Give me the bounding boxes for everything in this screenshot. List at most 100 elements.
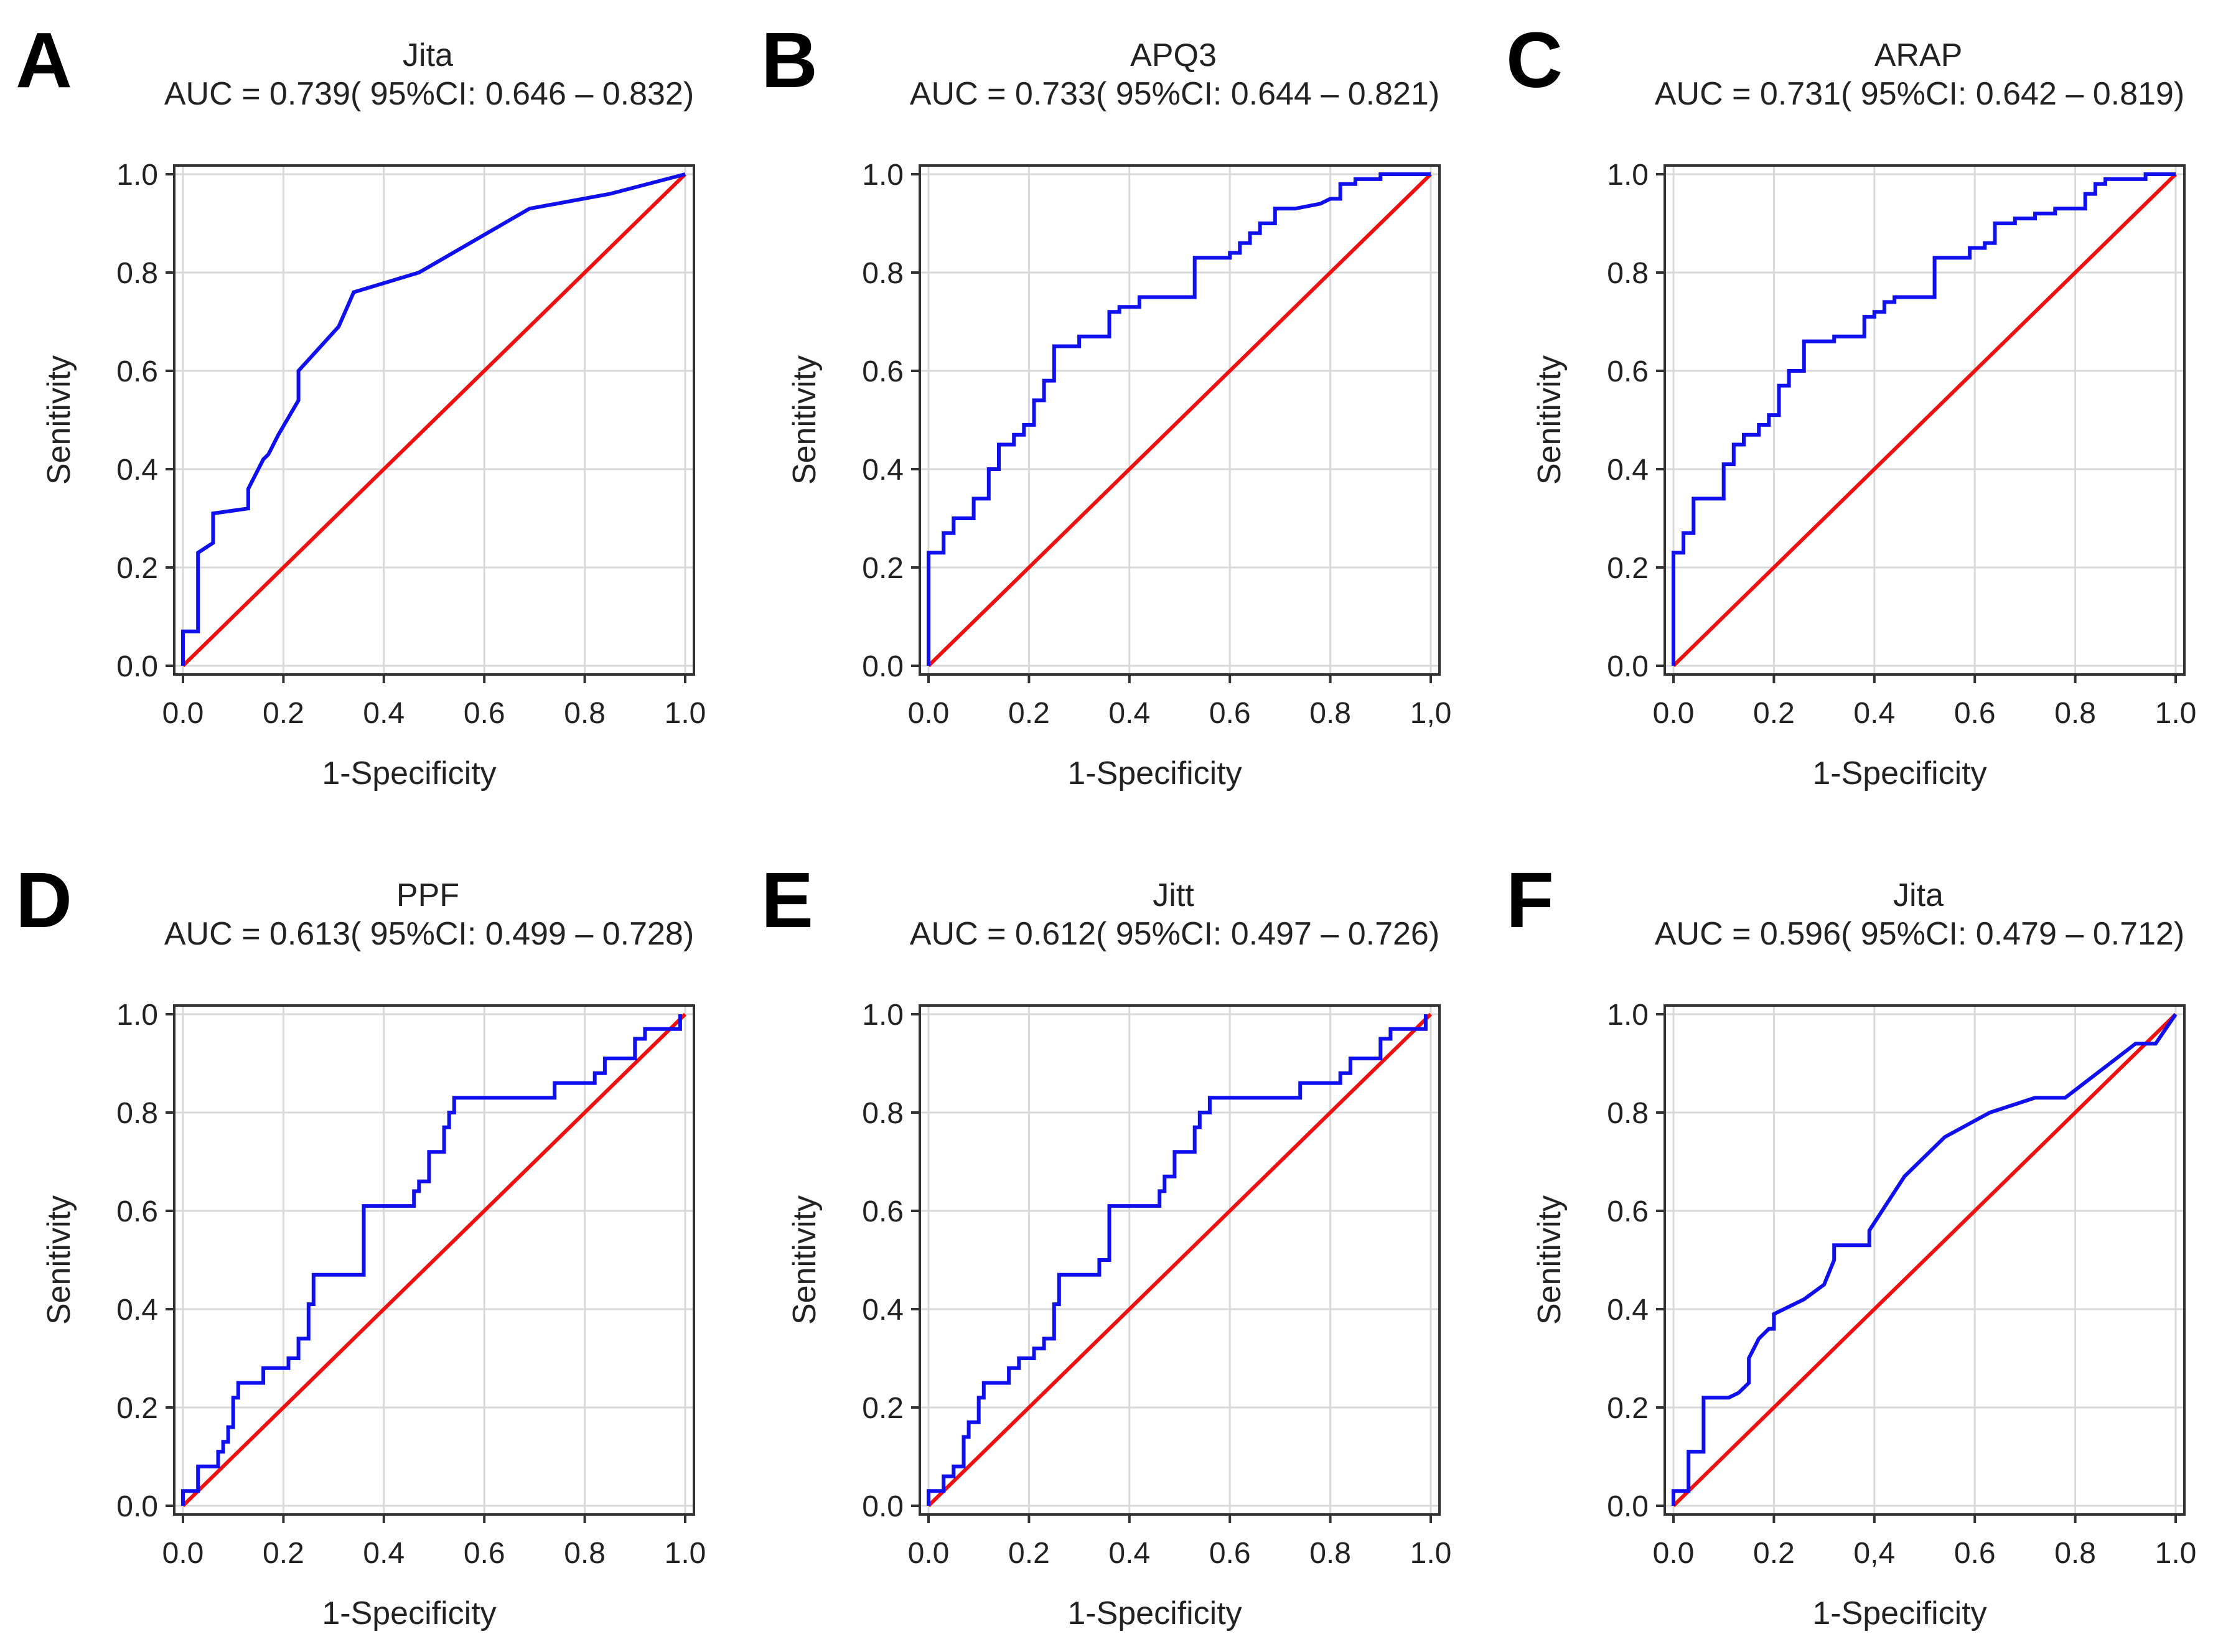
y-tick-label: 0.6	[1607, 1195, 1649, 1228]
reference-diagonal-line	[1672, 1012, 2178, 1508]
x-tick-label: 0.0	[162, 697, 204, 730]
panel-letter: D	[16, 856, 72, 944]
x-tick-label: 0.8	[564, 1537, 606, 1570]
auc-subtitle: AUC = 0.613( 95%CI: 0.499 – 0.728)	[164, 916, 694, 952]
x-tick-label: 1,0	[1410, 697, 1452, 730]
x-tick-label: 0.2	[1008, 1537, 1050, 1570]
x-axis-title: 1-Specificity	[1067, 1595, 1242, 1631]
plot-frame	[919, 1004, 1441, 1516]
plot-frame	[1664, 164, 2186, 676]
y-tick-label: 0.6	[862, 1195, 904, 1228]
x-tick-label: 0.8	[2054, 697, 2096, 730]
y-axis-title: Senitivity	[41, 355, 77, 485]
auc-subtitle: AUC = 0.596( 95%CI: 0.479 – 0.712)	[1655, 916, 2184, 952]
x-tick-label: 0.6	[1209, 697, 1251, 730]
x-tick-label: 1.0	[2155, 1537, 2197, 1570]
y-tick-label: 0.8	[1607, 257, 1649, 290]
y-tick-label: 1.0	[862, 159, 904, 192]
x-tick-label: 0.4	[1108, 697, 1150, 730]
x-tick-label: 1.0	[1410, 1537, 1452, 1570]
x-axis-title: 1-Specificity	[1812, 1595, 1986, 1631]
x-tick-label: 1.0	[2155, 697, 2197, 730]
x-tick-label: 0.0	[162, 1537, 204, 1570]
auc-subtitle: AUC = 0.739( 95%CI: 0.646 – 0.832)	[164, 76, 694, 112]
roc-curve-line	[1672, 1013, 2178, 1506]
panel-letter: B	[761, 16, 818, 104]
x-tick-label: 0.2	[263, 1537, 304, 1570]
y-tick-label: 1.0	[116, 999, 158, 1032]
panel-letter: A	[16, 16, 72, 104]
y-axis-title: Senitivity	[1532, 355, 1568, 485]
x-tick-label: 0.4	[363, 1537, 405, 1570]
x-tick-label: 0.8	[1309, 697, 1351, 730]
chart-title: APQ3	[1130, 37, 1217, 73]
y-tick-label: 0.6	[116, 1195, 158, 1228]
y-tick-label: 0.0	[862, 650, 904, 683]
roc-curve-line	[1672, 172, 2176, 666]
x-axis-title: 1-Specificity	[1067, 755, 1242, 791]
y-tick-label: 1.0	[1607, 159, 1649, 192]
x-tick-label: 0.2	[263, 697, 304, 730]
plot-frame	[173, 164, 695, 676]
chart-title: ARAP	[1874, 37, 1963, 73]
y-tick-label: 0.8	[1607, 1097, 1649, 1130]
y-tick-label: 0.8	[862, 257, 904, 290]
auc-subtitle: AUC = 0.612( 95%CI: 0.497 – 0.726)	[910, 916, 1439, 952]
y-axis-title: Senitivity	[41, 1195, 77, 1325]
y-tick-label: 1.0	[862, 999, 904, 1032]
x-tick-label: 0.8	[1309, 1537, 1351, 1570]
x-axis-title: 1-Specificity	[322, 755, 496, 791]
panel-letter: E	[761, 856, 813, 944]
plot-frame	[919, 164, 1441, 676]
y-tick-label: 0.0	[116, 650, 158, 683]
y-tick-label: 0.6	[116, 355, 158, 388]
roc-curve-line	[927, 1014, 1428, 1506]
y-tick-label: 0.8	[862, 1097, 904, 1130]
x-tick-label: 0.6	[464, 1537, 505, 1570]
chart-title: Jitt	[1153, 877, 1194, 913]
auc-subtitle: AUC = 0.733( 95%CI: 0.644 – 0.821)	[910, 76, 1439, 112]
reference-diagonal-line	[927, 1012, 1433, 1508]
x-tick-label: 0.6	[1954, 1537, 1996, 1570]
x-tick-label: 0.4	[363, 697, 405, 730]
chart-title: Jita	[403, 37, 453, 73]
x-tick-label: 0.2	[1753, 697, 1795, 730]
y-tick-label: 0.4	[862, 1294, 904, 1327]
panel-letter: F	[1506, 856, 1554, 944]
y-tick-label: 0.2	[1607, 1392, 1649, 1425]
x-axis-title: 1-Specificity	[322, 1595, 496, 1631]
x-tick-label: 0.8	[2054, 1537, 2096, 1570]
x-tick-label: 0.0	[908, 1537, 950, 1570]
y-tick-label: 0.2	[1607, 552, 1649, 585]
x-tick-label: 1.0	[665, 1537, 706, 1570]
x-tick-label: 0.6	[1954, 697, 1996, 730]
panel-letter: C	[1506, 16, 1563, 104]
chart-title: Jita	[1893, 877, 1944, 913]
y-tick-label: 0.0	[116, 1490, 158, 1523]
reference-diagonal-line	[181, 172, 687, 668]
y-tick-label: 0.6	[862, 355, 904, 388]
roc-curve-line	[181, 1014, 682, 1506]
roc-curve-line	[181, 172, 686, 666]
chart-title: PPF	[396, 877, 459, 913]
y-tick-label: 1.0	[116, 159, 158, 192]
x-tick-label: 1.0	[665, 697, 706, 730]
plot-frame	[1664, 1004, 2186, 1516]
x-axis-title: 1-Specificity	[1812, 755, 1986, 791]
roc-curve-line	[927, 172, 1431, 666]
x-tick-label: 0.6	[464, 697, 505, 730]
y-tick-label: 0.8	[116, 1097, 158, 1130]
y-tick-label: 0.4	[116, 1294, 158, 1327]
y-axis-title: Senitivity	[787, 355, 823, 485]
y-tick-label: 0.8	[116, 257, 158, 290]
x-tick-label: 0.4	[1853, 697, 1895, 730]
x-tick-label: 0,4	[1853, 1537, 1895, 1570]
y-tick-label: 1.0	[1607, 999, 1649, 1032]
y-tick-label: 0.4	[116, 454, 158, 487]
x-tick-label: 0.8	[564, 697, 606, 730]
